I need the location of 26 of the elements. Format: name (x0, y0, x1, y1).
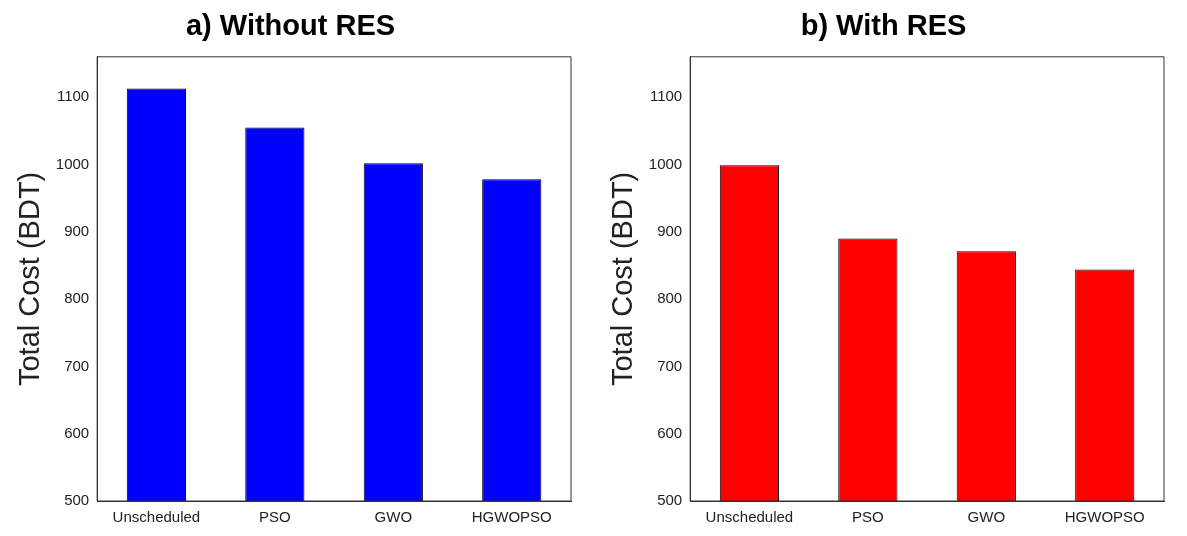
y-tick-label: 500 (657, 491, 683, 509)
x-tick-label: HGWOPSO (1064, 508, 1145, 526)
y-tick-label: 1100 (56, 87, 90, 105)
x-tick-label: Unscheduled (705, 508, 794, 526)
y-tick-label: 800 (64, 289, 90, 307)
y-tick-label: 1000 (55, 154, 90, 172)
chart-title: b) With RES (800, 9, 967, 42)
y-tick-label: 700 (64, 356, 90, 374)
y-tick-label: 1000 (648, 154, 683, 172)
y-tick-label: 900 (64, 221, 90, 239)
y-tick-label: 600 (657, 423, 683, 441)
x-tick-label: HGWOPSO (471, 508, 552, 526)
y-tick-label: 1100 (649, 87, 683, 105)
y-tick-label: 800 (657, 289, 683, 307)
chart-title: a) Without RES (185, 9, 396, 42)
x-tick-label: Unscheduled (112, 508, 201, 526)
y-tick-label: 700 (657, 356, 683, 374)
y-tick-label: 500 (64, 491, 90, 509)
y-axis-title: Total Cost (BDT) (13, 171, 46, 387)
x-tick-label: GWO (374, 508, 413, 526)
y-axis-title: Total Cost (BDT) (606, 171, 639, 387)
y-tick-label: 600 (64, 423, 90, 441)
x-tick-label: GWO (967, 508, 1006, 526)
x-tick-label: PSO (259, 508, 291, 526)
y-tick-label: 900 (657, 221, 683, 239)
x-tick-label: PSO (852, 508, 884, 526)
